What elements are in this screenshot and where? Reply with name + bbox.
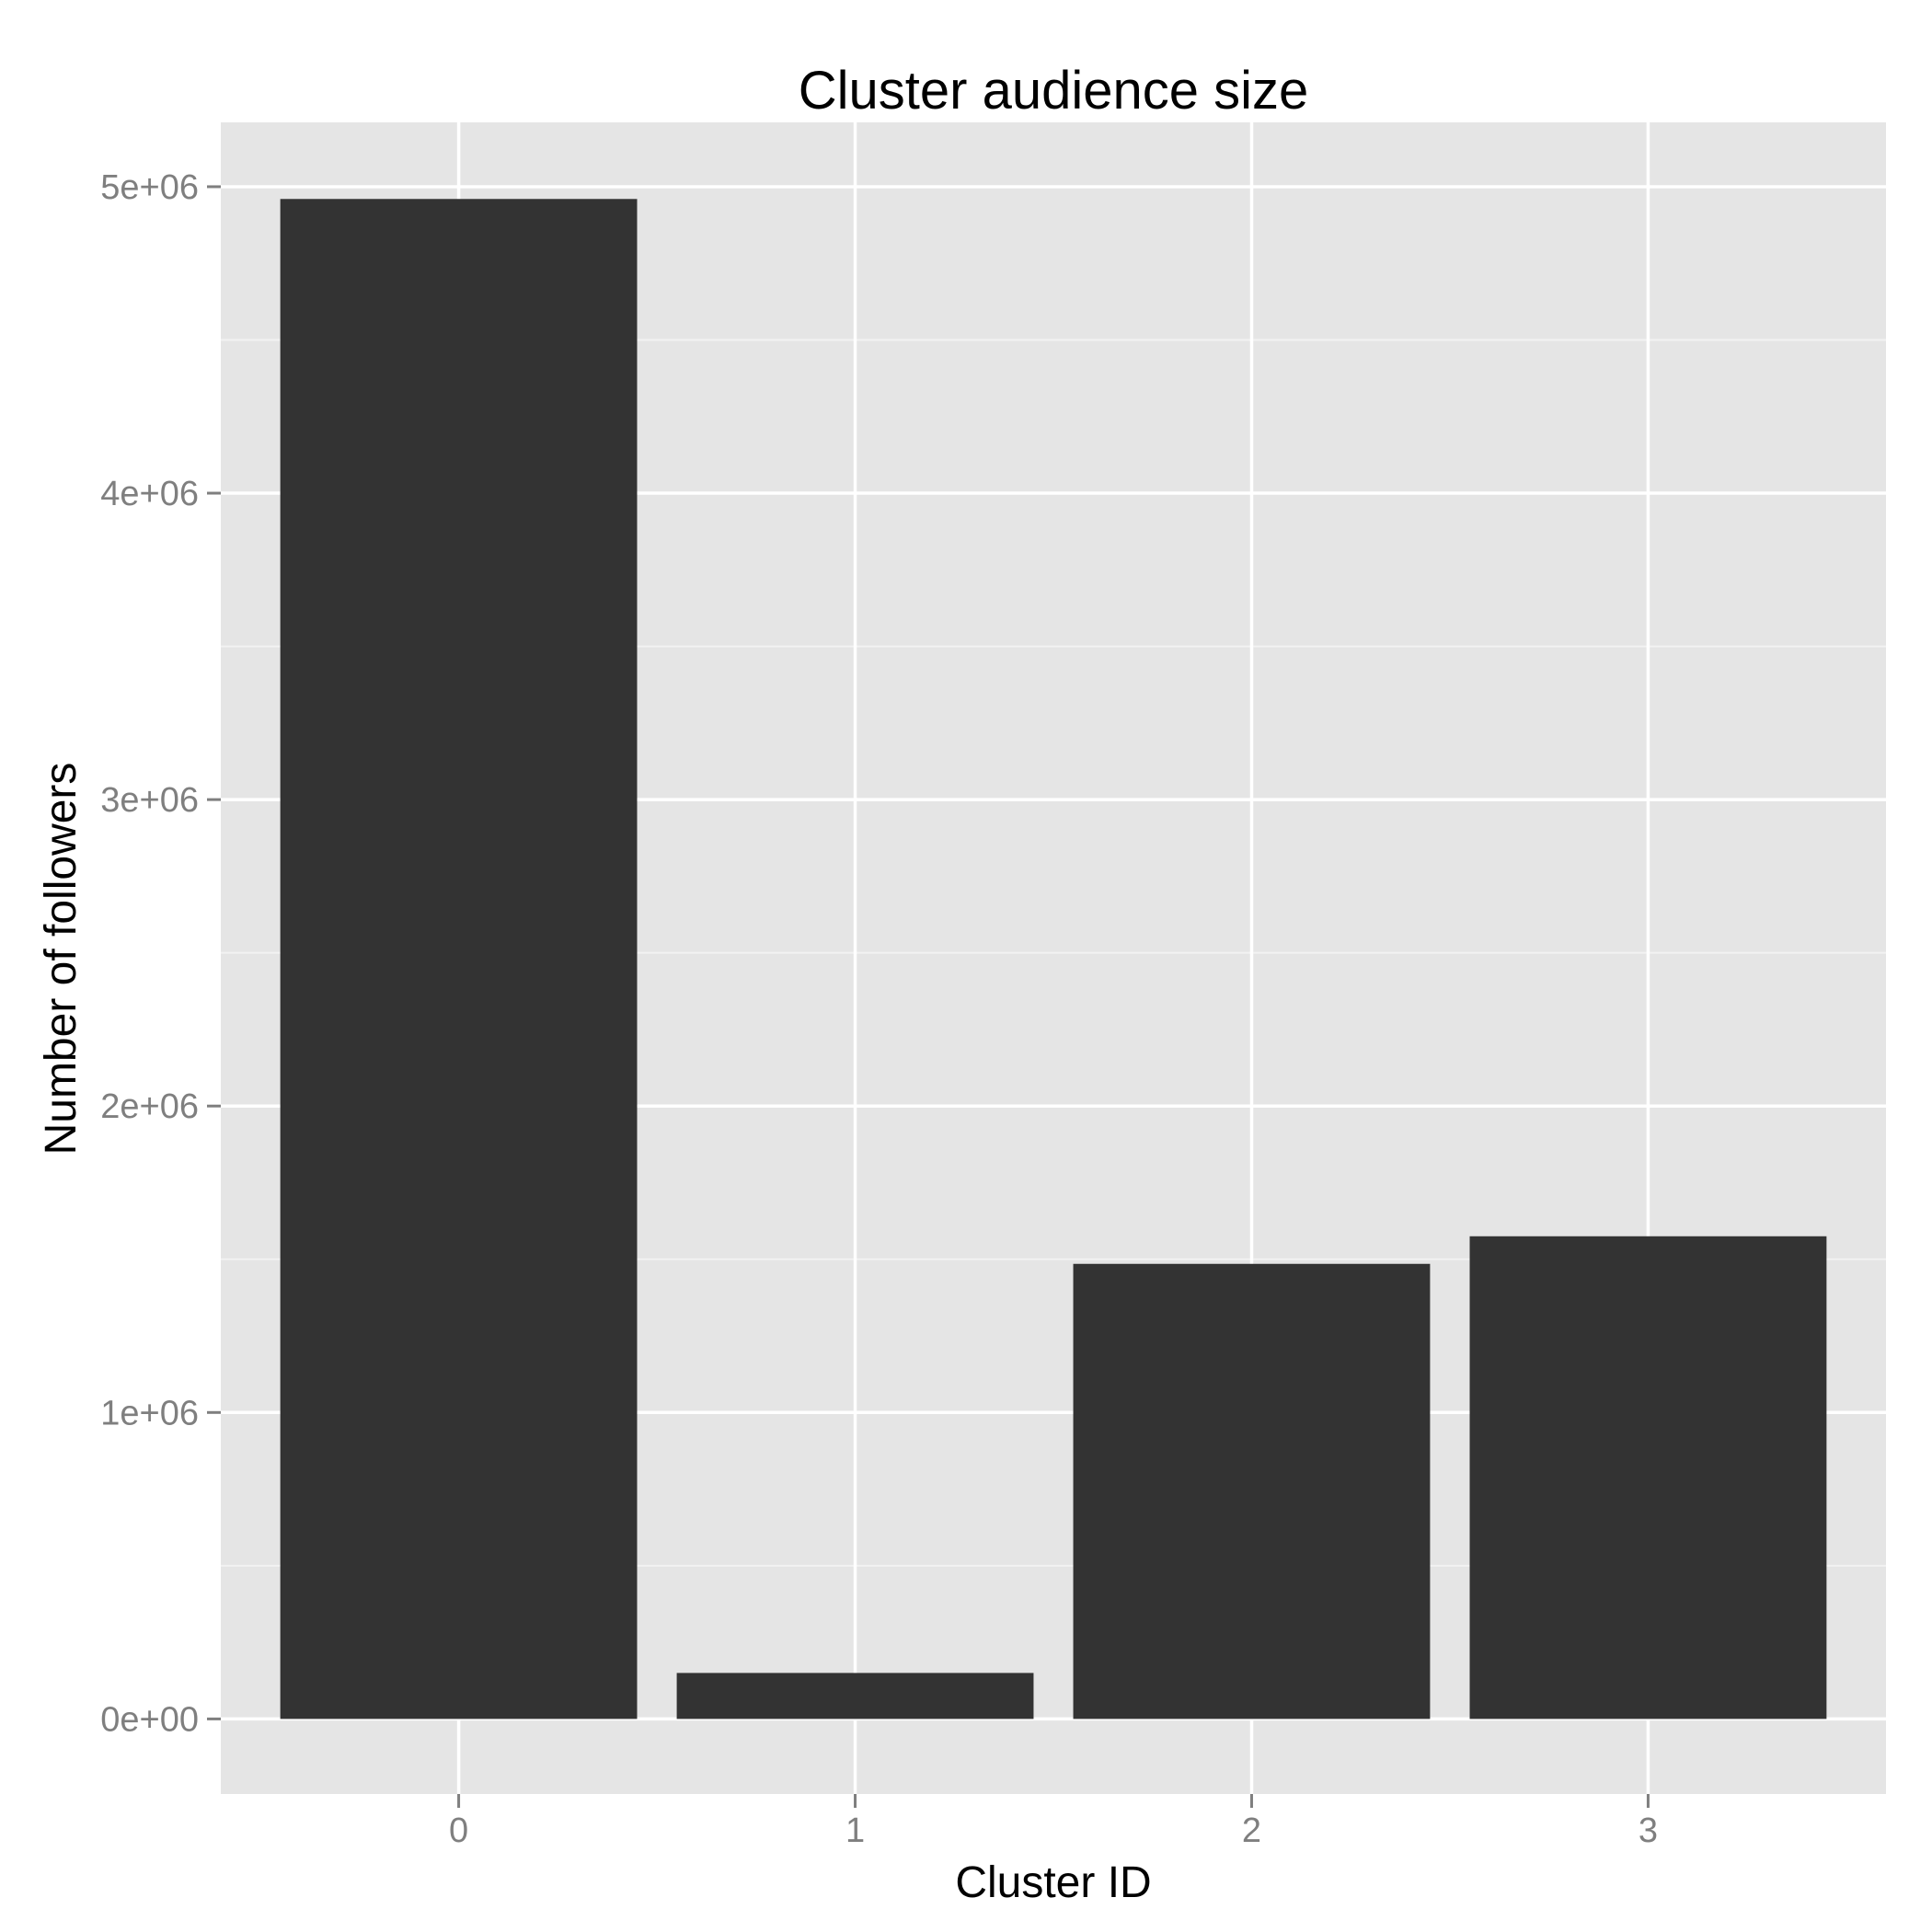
x-tick-label: 0 [449, 1811, 468, 1850]
y-tick-label: 0e+00 [100, 1700, 199, 1739]
y-tick-label: 2e+06 [100, 1087, 199, 1126]
bars [280, 199, 1827, 1719]
x-axis-title: Cluster ID [955, 1858, 1151, 1907]
chart-title: Cluster audience size [799, 61, 1309, 121]
x-tick-label: 1 [845, 1811, 865, 1850]
bar-cluster-1 [676, 1673, 1034, 1719]
x-tick-label: 2 [1242, 1811, 1261, 1850]
y-tick-label: 1e+06 [100, 1394, 199, 1432]
y-tick-label: 4e+06 [100, 475, 199, 513]
axes: 0e+00 1e+06 2e+06 3e+06 4e+06 5e+06 0 1 2 3 [100, 168, 1658, 1850]
bar-cluster-2 [1073, 1263, 1431, 1719]
y-tick-label: 3e+06 [100, 781, 199, 820]
y-tick-label: 5e+06 [100, 168, 199, 207]
y-axis-title: Number of followers [37, 763, 86, 1156]
bar-cluster-3 [1469, 1236, 1827, 1719]
x-tick-label: 3 [1639, 1811, 1658, 1850]
bar-cluster-0 [280, 199, 638, 1719]
